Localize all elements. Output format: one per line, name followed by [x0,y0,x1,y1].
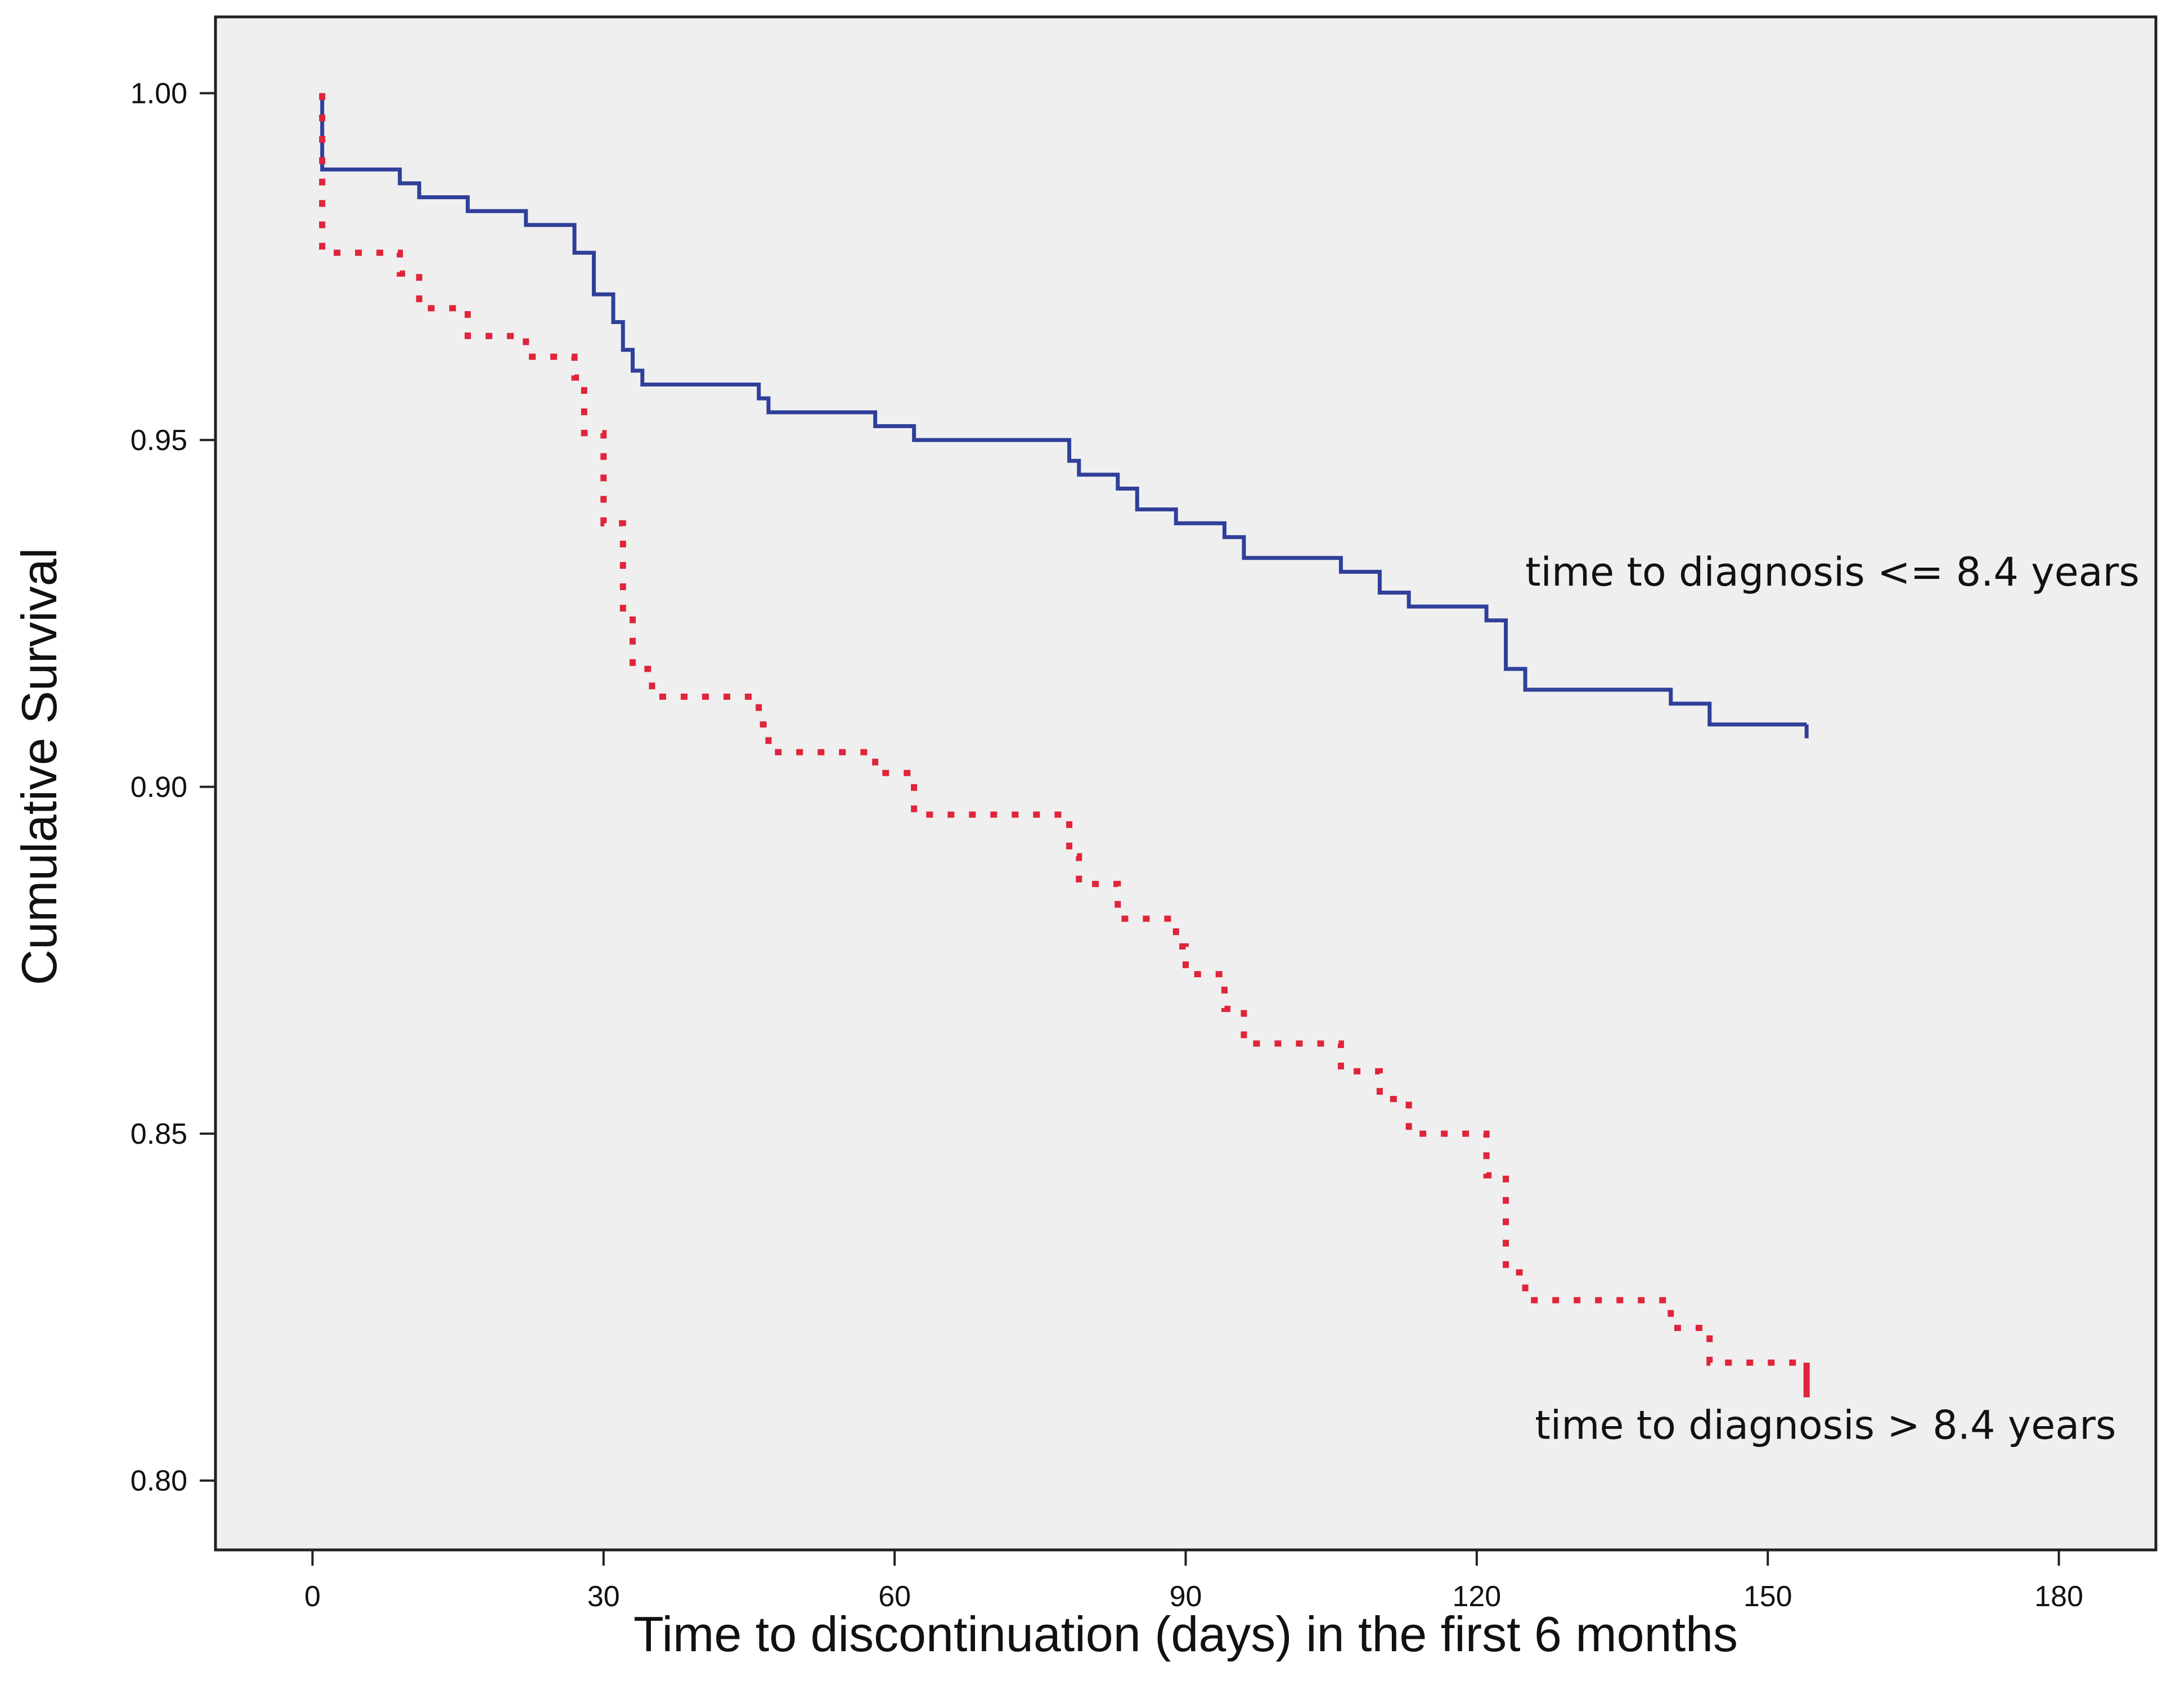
x-tick-label: 120 [1452,1580,1501,1613]
y-tick-label: 1.00 [131,78,187,110]
x-axis-label: Time to discontinuation (days) in the fi… [633,1606,1738,1662]
series-curve-long-diagnosis [319,93,1807,1366]
x-tick-label: 60 [878,1580,911,1613]
x-tick-label: 150 [1743,1580,1792,1613]
plot-area [214,15,2158,1552]
annotation-layer: time to diagnosis <= 8.4 years time to di… [1525,549,2140,1449]
y-tick-label: 0.90 [131,771,187,804]
annotation-long-diagnosis: time to diagnosis > 8.4 years [1535,1403,2116,1449]
x-tick-label: 0 [304,1580,321,1613]
x-tick-label: 30 [587,1580,620,1613]
y-tick-label: 0.80 [131,1465,187,1498]
x-tick-label: 90 [1170,1580,1202,1613]
series-curve-short-diagnosis [320,93,1807,727]
y-tick-label: 0.95 [131,424,187,457]
x-tick-label: 180 [2034,1580,2083,1613]
y-axis-label: Cumulative Survival [11,548,67,986]
annotation-short-diagnosis: time to diagnosis <= 8.4 years [1525,549,2140,595]
ticks-layer: 0 30 60 90 120 150 180 0.80 0.85 0.90 0.95 1.00 [131,78,2083,1613]
series-layer [319,93,1810,1397]
y-tick-label: 0.85 [131,1118,187,1150]
